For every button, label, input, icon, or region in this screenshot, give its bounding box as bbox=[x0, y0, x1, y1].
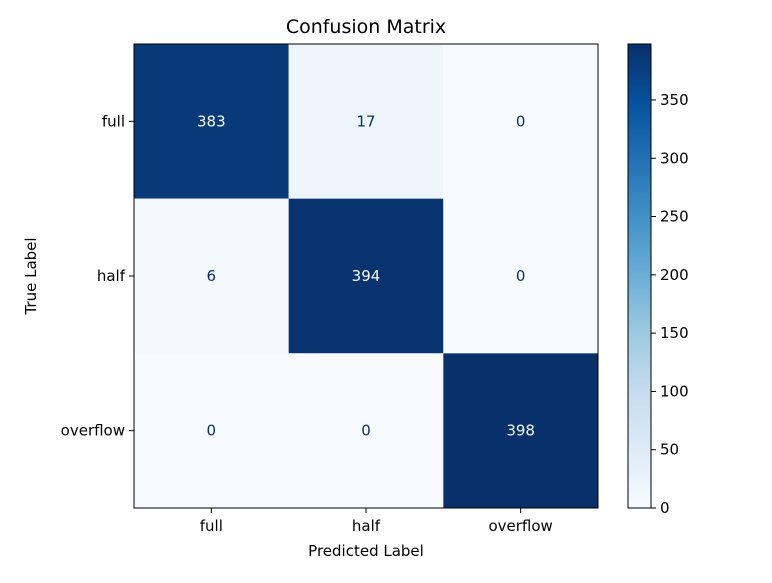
y-axis-label: True Label bbox=[22, 237, 40, 315]
x-axis-label: Predicted Label bbox=[308, 542, 424, 560]
cell-value-label: 0 bbox=[361, 422, 371, 440]
heatmap-cell bbox=[288, 44, 444, 199]
colorbar-tick-label: 250 bbox=[660, 208, 689, 226]
cell-value-label: 383 bbox=[197, 112, 226, 130]
colorbar bbox=[627, 43, 652, 509]
colorbar-tick-label: 150 bbox=[660, 324, 689, 342]
x-axis-ticks: full half overflow bbox=[200, 508, 553, 535]
heatmap-cell bbox=[443, 198, 598, 354]
chart-title: Confusion Matrix bbox=[286, 16, 446, 38]
cell-value-label: 398 bbox=[506, 422, 535, 440]
heatmap-cells bbox=[134, 44, 598, 508]
colorbar-tick-label: 300 bbox=[660, 149, 689, 167]
heatmap-cell bbox=[443, 353, 598, 508]
heatmap-cell bbox=[288, 353, 444, 508]
cell-value-label: 6 bbox=[207, 267, 217, 285]
cell-value-label: 394 bbox=[352, 267, 381, 285]
x-tick-label: half bbox=[352, 517, 381, 535]
y-tick-label: overflow bbox=[61, 422, 125, 440]
colorbar-tick-label: 350 bbox=[660, 91, 689, 109]
heatmap-cell bbox=[134, 44, 289, 199]
x-tick-label: overflow bbox=[488, 517, 552, 535]
heatmap-cell bbox=[288, 198, 444, 354]
heatmap-cell-labels: 383 17 0 6 394 0 0 0 398 bbox=[197, 112, 535, 439]
cell-value-label: 0 bbox=[516, 112, 526, 130]
cell-value-label: 17 bbox=[356, 112, 375, 130]
colorbar-tick-label: 100 bbox=[660, 382, 689, 400]
x-tick-label: full bbox=[200, 517, 223, 535]
colorbar-ticks: 0 50 100 150 200 250 300 350 bbox=[651, 91, 689, 517]
colorbar-tick-label: 50 bbox=[660, 441, 679, 459]
heatmap-cell bbox=[134, 198, 289, 354]
y-tick-label: half bbox=[97, 267, 126, 285]
colorbar-tick-label: 200 bbox=[660, 266, 689, 284]
y-tick-label: full bbox=[102, 112, 125, 130]
cell-value-label: 0 bbox=[207, 422, 217, 440]
colorbar-tick-label: 0 bbox=[660, 499, 670, 517]
heatmap-cell bbox=[134, 353, 289, 508]
cell-value-label: 0 bbox=[516, 267, 526, 285]
y-axis-ticks: full half overflow bbox=[61, 112, 134, 440]
heatmap-cell bbox=[443, 44, 598, 199]
